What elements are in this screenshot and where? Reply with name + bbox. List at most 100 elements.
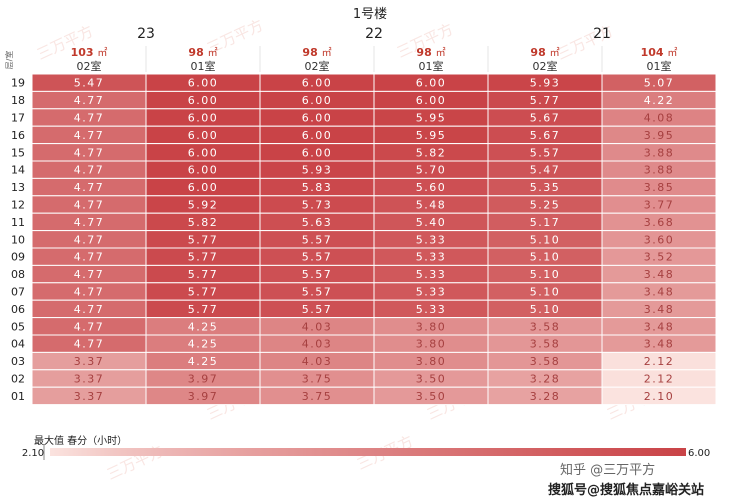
column-area-label: 103 ㎡ [71, 46, 108, 59]
cell-value-label: 5.25 [530, 199, 561, 212]
cell-value-label: 5.35 [530, 181, 561, 194]
column-area-label: 98 ㎡ [302, 46, 331, 59]
cell-value-label: 3.80 [416, 355, 447, 368]
cell-value-label: 5.93 [302, 164, 333, 177]
cell-value-label: 4.77 [74, 320, 105, 333]
cell-value-label: 3.95 [644, 129, 675, 142]
cell-value-label: 3.37 [74, 390, 105, 403]
cell-value-label: 5.77 [188, 303, 219, 316]
cell-value-label: 6.00 [188, 146, 219, 159]
cell-value-label: 5.82 [416, 146, 447, 159]
floor-label: 05 [11, 320, 25, 333]
cell-value-label: 4.03 [302, 355, 333, 368]
cell-value-label: 5.77 [188, 233, 219, 246]
cell-value-label: 4.77 [74, 303, 105, 316]
cell-value-label: 4.77 [74, 181, 105, 194]
cell-value-label: 6.00 [188, 129, 219, 142]
cell-value-label: 5.33 [416, 268, 447, 281]
cell-value-label: 4.03 [302, 338, 333, 351]
cell-value-label: 5.95 [416, 129, 447, 142]
cell-value-label: 3.50 [416, 390, 447, 403]
cell-value-label: 5.33 [416, 286, 447, 299]
sohu-credit: 搜狐号@搜狐焦点嘉峪关站 [548, 482, 704, 498]
floor-label: 08 [11, 268, 25, 281]
cell-value-label: 4.77 [74, 146, 105, 159]
cell-value-label: 5.77 [188, 268, 219, 281]
cell-value-label: 5.10 [530, 233, 561, 246]
cell-value-label: 3.60 [644, 233, 675, 246]
cell-value-label: 5.77 [188, 251, 219, 264]
cell-value-label: 4.22 [644, 94, 675, 107]
cell-value-label: 5.77 [530, 94, 561, 107]
cell-value-label: 5.10 [530, 251, 561, 264]
cell-value-label: 6.00 [302, 94, 333, 107]
cell-value-label: 4.77 [74, 129, 105, 142]
cell-value-label: 3.37 [74, 355, 105, 368]
cell-value-label: 3.58 [530, 355, 561, 368]
column-area-label: 104 ㎡ [641, 46, 678, 59]
column-area-label: 98 ㎡ [416, 46, 445, 59]
cell-value-label: 5.57 [530, 146, 561, 159]
floor-label: 06 [11, 303, 25, 316]
cell-value-label: 4.77 [74, 199, 105, 212]
corner-label: 层/室 [4, 51, 14, 70]
cell-value-label: 2.12 [644, 355, 675, 368]
cell-value-label: 5.57 [302, 233, 333, 246]
cell-value-label: 5.48 [416, 199, 447, 212]
column-area-label: 98 ㎡ [188, 46, 217, 59]
floor-label: 16 [11, 129, 25, 142]
cell-value-label: 4.77 [74, 112, 105, 125]
cell-value-label: 5.10 [530, 268, 561, 281]
legend-max-label: 6.00 [688, 448, 710, 459]
cell-value-label: 4.25 [188, 338, 219, 351]
cell-value-label: 6.00 [416, 94, 447, 107]
cell-value-label: 3.75 [302, 390, 333, 403]
building-group-label: 21 [593, 26, 611, 42]
cell-value-label: 3.77 [644, 199, 675, 212]
cell-value-label: 5.57 [302, 303, 333, 316]
cell-value-label: 4.77 [74, 233, 105, 246]
cell-value-label: 5.10 [530, 286, 561, 299]
cell-value-label: 5.92 [188, 199, 219, 212]
cell-value-label: 5.73 [302, 199, 333, 212]
cell-value-label: 4.25 [188, 355, 219, 368]
column-room-label: 02室 [77, 59, 102, 73]
cell-value-label: 5.33 [416, 251, 447, 264]
cell-value-label: 3.52 [644, 251, 675, 264]
floor-label: 17 [11, 112, 25, 125]
cell-value-label: 3.50 [416, 373, 447, 386]
cell-value-label: 3.88 [644, 146, 675, 159]
legend-color-bar [50, 448, 686, 456]
floor-label: 03 [11, 355, 25, 368]
floor-labels: 19 18 17 16 15 14 13 12 11 10 09 08 07 06 05 04 03 02 01 [11, 77, 25, 403]
cell-value-label: 4.25 [188, 320, 219, 333]
cell-value-label: 6.00 [302, 146, 333, 159]
cell-value-label: 5.95 [416, 112, 447, 125]
floor-label: 07 [11, 286, 25, 299]
cell-value-label: 3.48 [644, 338, 675, 351]
floor-label: 18 [11, 94, 25, 107]
cell-value-label: 2.10 [644, 390, 675, 403]
cell-value-label: 5.47 [530, 164, 561, 177]
floor-label: 10 [11, 233, 25, 246]
cell-value-label: 5.67 [530, 129, 561, 142]
cell-value-label: 3.68 [644, 216, 675, 229]
cell-value-label: 6.00 [302, 77, 333, 90]
cell-value-label: 4.08 [644, 112, 675, 125]
cell-value-label: 4.77 [74, 286, 105, 299]
cell-value-label: 3.85 [644, 181, 675, 194]
zhihu-credit: 知乎 @三万平方 [560, 462, 655, 478]
cell-value-label: 4.77 [74, 164, 105, 177]
column-room-label: 01室 [419, 59, 444, 73]
column-area-label: 98 ㎡ [530, 46, 559, 59]
cell-value-label: 5.83 [302, 181, 333, 194]
cell-value-label: 3.75 [302, 373, 333, 386]
heatmap-cell [601, 386, 717, 406]
cell-value-label: 6.00 [302, 112, 333, 125]
cell-value-label: 5.33 [416, 233, 447, 246]
cell-value-label: 5.70 [416, 164, 447, 177]
cell-value-label: 6.00 [188, 94, 219, 107]
cell-value-label: 6.00 [188, 181, 219, 194]
cell-value-label: 3.48 [644, 320, 675, 333]
